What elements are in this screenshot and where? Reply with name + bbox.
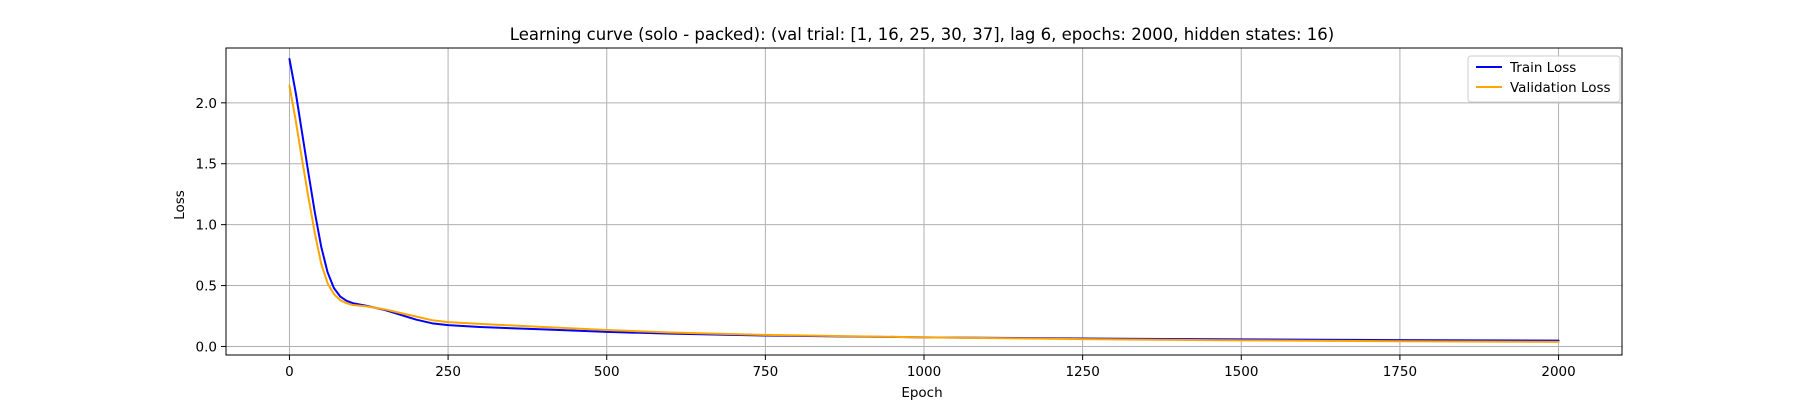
x-tick-label: 250	[435, 364, 461, 380]
x-tick-label: 1500	[1224, 364, 1258, 380]
x-tick-label: 1250	[1065, 364, 1099, 380]
x-tick-label: 1000	[907, 364, 941, 380]
legend-box	[1467, 55, 1621, 103]
x-tick-label: 1750	[1383, 364, 1417, 380]
y-axis-label: Loss	[172, 190, 188, 220]
series-layer	[288, 57, 1560, 343]
legend: Train Loss Validation Loss	[1467, 55, 1621, 103]
x-tick-label: 2000	[1541, 364, 1575, 380]
x-tick-label: 750	[752, 364, 778, 380]
x-tick-label: 0	[285, 364, 294, 380]
y-axis-ticks: 0.0 0.5 1.0 1.5 2.0	[196, 96, 226, 355]
y-tick-label: 2.0	[196, 96, 217, 112]
y-tick-label: 1.5	[196, 157, 217, 173]
legend-validation-label: Validation Loss	[1510, 80, 1611, 96]
legend-train-label: Train Loss	[1509, 60, 1576, 76]
chart-title: Learning curve (solo - packed): (val tri…	[510, 25, 1334, 44]
x-axis-label: Epoch	[901, 385, 942, 400]
y-tick-label: 1.0	[196, 218, 217, 234]
y-tick-label: 0.0	[196, 339, 217, 355]
x-tick-label: 500	[594, 364, 620, 380]
grid-layer	[226, 48, 1622, 355]
validation-loss-line	[288, 84, 1560, 343]
x-axis-ticks: 0 250 500 750 1000 1250 1500 1750 2000	[285, 355, 1576, 380]
y-tick-label: 0.5	[196, 279, 217, 295]
